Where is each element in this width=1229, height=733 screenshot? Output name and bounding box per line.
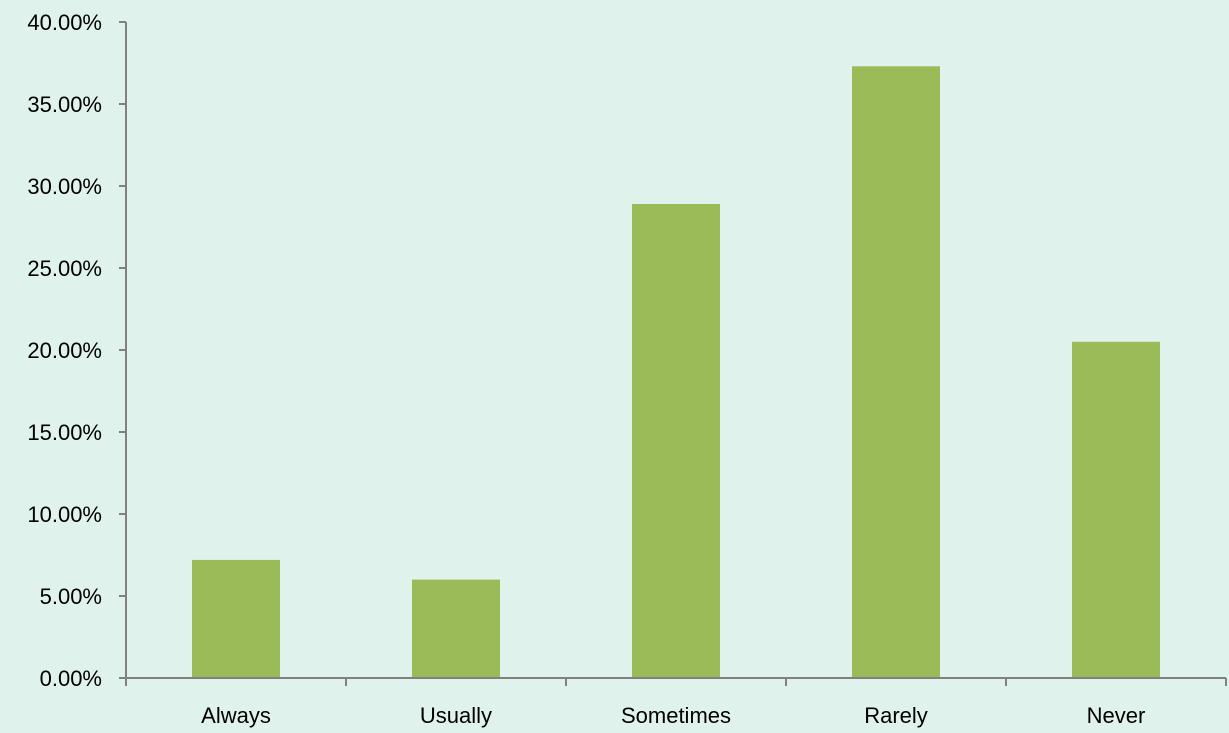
- y-axis: 0.00% 5.00% 10.00% 15.00% 20.00% 25.00% 30.00%…: [27, 10, 127, 691]
- y-tick-label: 30.00%: [27, 174, 102, 199]
- y-tick-label: 35.00%: [27, 92, 102, 117]
- y-tick-label: 10.00%: [27, 502, 102, 527]
- bar-never: [1072, 341, 1160, 678]
- x-category-label: Usually: [420, 703, 492, 728]
- y-tick-label: 40.00%: [27, 10, 102, 35]
- x-category-label: Sometimes: [621, 703, 731, 728]
- y-tick-label: 5.00%: [40, 584, 102, 609]
- x-category-label: Always: [201, 703, 271, 728]
- bars-group: [192, 66, 1160, 679]
- x-axis: Always Usually Sometimes Rarely Never: [125, 677, 1227, 728]
- bar-usually: [412, 579, 500, 678]
- x-category-label: Never: [1087, 703, 1146, 728]
- y-tick-label: 15.00%: [27, 420, 102, 445]
- x-category-label: Rarely: [864, 703, 928, 728]
- y-tick-label: 0.00%: [40, 666, 102, 691]
- bar-rarely: [852, 66, 940, 679]
- y-tick-label: 25.00%: [27, 256, 102, 281]
- bar-sometimes: [632, 204, 720, 678]
- y-tick-label: 20.00%: [27, 338, 102, 363]
- bar-always: [192, 559, 280, 678]
